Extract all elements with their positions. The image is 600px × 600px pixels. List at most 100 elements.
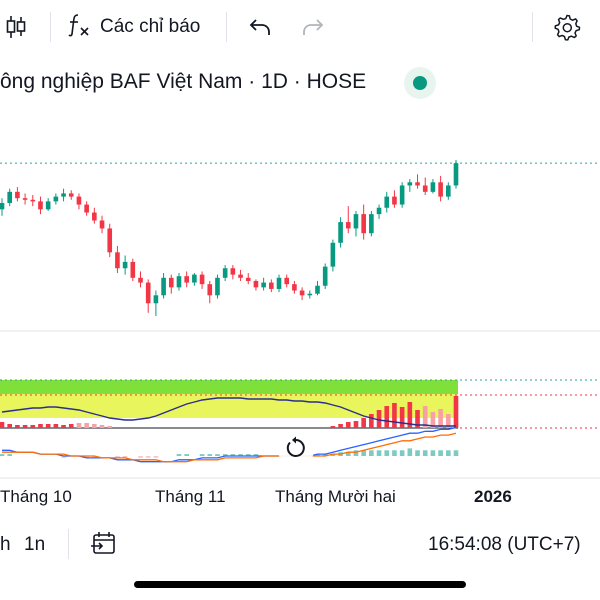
candle-body <box>269 282 274 289</box>
oscillator-bar <box>453 396 459 428</box>
candle-body <box>215 277 220 296</box>
macd-histogram-bar <box>153 456 159 458</box>
redo-icon[interactable] <box>295 0 331 54</box>
candle-body <box>30 199 36 202</box>
indicators-label: Các chỉ báo <box>100 16 201 37</box>
candle-body <box>453 163 459 186</box>
oscillator-bar <box>407 402 413 428</box>
interval-button-1n[interactable]: 1n <box>24 534 46 555</box>
x-axis-label-oct: Tháng 10 <box>0 487 72 506</box>
oscillator-bar <box>399 407 405 428</box>
macd-histogram-bar <box>361 450 366 456</box>
candle-body <box>7 191 13 203</box>
macd-histogram-bar <box>145 456 151 458</box>
oscillator-bar <box>438 409 443 428</box>
oscillator-bar <box>53 424 59 428</box>
candle-body <box>92 212 97 221</box>
toolbar-divider <box>226 12 227 42</box>
oscillator-bar <box>330 426 336 428</box>
macd-histogram-bar <box>92 456 97 458</box>
reset-chart-button[interactable] <box>278 432 314 468</box>
calendar-range-icon[interactable] <box>90 531 118 562</box>
macd-histogram-bar <box>61 456 66 458</box>
oscillator-zone-green <box>0 380 458 394</box>
candle-body <box>415 182 420 186</box>
candle-body <box>38 201 43 210</box>
clock-timezone[interactable]: 16:54:08 (UTC+7) <box>428 534 581 555</box>
price-chart[interactable] <box>0 0 600 515</box>
candle-body <box>238 274 243 278</box>
oscillator-bar <box>30 425 36 428</box>
bottom-bar: h 1n 16:54:08 (UTC+7) <box>0 515 600 573</box>
reset-icon <box>284 436 308 465</box>
macd-histogram-bar <box>353 450 359 456</box>
candle-body <box>384 196 390 208</box>
candle-body <box>161 277 166 296</box>
indicators-button[interactable]: Các chỉ báo <box>66 0 212 54</box>
macd-histogram-bar <box>7 454 13 456</box>
macd-histogram-bar <box>199 454 205 456</box>
candle-body <box>76 196 82 205</box>
macd-histogram-bar <box>115 456 120 458</box>
candle-body <box>292 284 297 291</box>
oscillator-bar <box>338 424 343 428</box>
candle-body <box>122 261 128 269</box>
oscillator-bar <box>61 425 66 428</box>
candle-body <box>222 268 228 278</box>
macd-histogram-bar <box>0 454 5 456</box>
gear-icon[interactable] <box>548 0 586 54</box>
macd-histogram-bar <box>392 450 397 456</box>
candle-body <box>445 185 451 197</box>
candle-body <box>107 228 113 253</box>
macd-histogram-bar <box>230 454 236 456</box>
candle-body <box>145 282 151 304</box>
candle-body <box>68 193 74 197</box>
market-status-indicator[interactable] <box>404 67 436 99</box>
oscillator-bar <box>15 425 20 428</box>
macd-histogram-bar <box>322 454 328 456</box>
oscillator-bar <box>99 425 105 428</box>
candle-body <box>84 204 89 213</box>
oscillator-bar <box>68 424 74 428</box>
candle-body <box>245 277 251 281</box>
bottom-divider <box>68 529 69 559</box>
toolbar-divider <box>50 12 51 42</box>
candle-body <box>0 202 5 210</box>
candle-body <box>207 284 213 296</box>
toolbar-divider <box>532 12 533 42</box>
symbol-header: ông nghiệp BAF Việt Nam · 1D · HOSE <box>0 60 600 106</box>
macd-histogram-bar <box>415 450 420 456</box>
candle-body <box>153 295 159 304</box>
candle-body <box>138 277 143 283</box>
candle-body <box>130 261 136 278</box>
macd-histogram-bar <box>453 450 459 456</box>
candle-body <box>184 276 189 283</box>
macd-histogram-bar <box>399 450 405 456</box>
candle-body <box>338 222 343 243</box>
candle-body <box>168 277 174 288</box>
undo-icon[interactable] <box>242 0 278 54</box>
candlestick-icon[interactable] <box>0 0 32 54</box>
symbol-title[interactable]: ông nghiệp BAF Việt Nam · 1D · HOSE <box>0 70 367 93</box>
macd-histogram-bar <box>215 454 220 456</box>
oscillator-bar <box>38 424 43 428</box>
oscillator-bar <box>353 421 359 428</box>
macd-histogram-bar <box>184 454 189 456</box>
macd-histogram-bar <box>430 450 436 456</box>
macd-signal-line <box>2 432 457 463</box>
macd-histogram-bar <box>376 450 382 456</box>
x-axis-label-dec: Tháng Mười hai <box>275 487 396 506</box>
function-icon <box>66 12 92 43</box>
top-toolbar: Các chỉ báo <box>0 0 600 54</box>
candle-body <box>99 220 105 229</box>
candle-body <box>284 277 290 285</box>
macd-histogram-bar <box>207 454 213 456</box>
interval-button-h[interactable]: h <box>0 534 11 555</box>
candle-body <box>322 266 328 286</box>
candle-body <box>61 193 66 197</box>
oscillator-bar <box>376 410 382 428</box>
candle-body <box>330 242 336 267</box>
oscillator-bar <box>369 414 374 428</box>
candle-body <box>369 214 374 234</box>
candle-body <box>438 182 443 197</box>
